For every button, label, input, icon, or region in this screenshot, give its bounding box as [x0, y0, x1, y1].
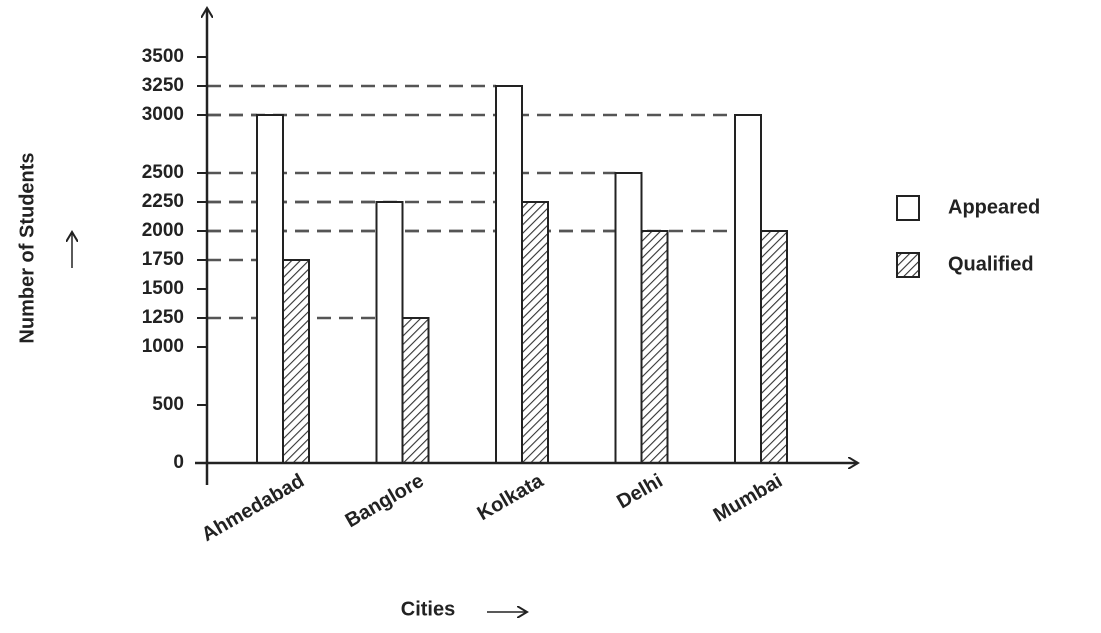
y-tick-label: 2000 [142, 220, 184, 241]
bar [640, 230, 669, 464]
y-tick-label: 2500 [142, 162, 184, 183]
bar [495, 85, 523, 464]
x-tick-label: Mumbai [710, 470, 786, 527]
bar [760, 230, 788, 464]
bar [734, 114, 762, 464]
y-tick-label: 1000 [142, 336, 184, 357]
x-tick-label: Banglore [342, 470, 428, 532]
x-tick-label: Delhi [613, 470, 666, 514]
y-tick-label: 3000 [142, 104, 184, 125]
x-axis-label: Cities [401, 598, 455, 620]
bar [401, 317, 430, 464]
legend-swatch [896, 195, 920, 221]
legend-label: Appeared [948, 196, 1040, 218]
y-tick-label: 0 [173, 452, 184, 473]
y-tick-label: 2250 [142, 191, 184, 212]
y-tick-label: 3250 [142, 75, 184, 96]
x-tick-label: Ahmedabad [198, 470, 308, 546]
y-axis-label: Number of Students [16, 152, 38, 343]
bar [521, 201, 549, 464]
x-tick-label: Kolkata [474, 469, 548, 525]
legend-label: Qualified [948, 253, 1034, 275]
y-tick-label: 1500 [142, 278, 184, 299]
y-tick-label: 500 [152, 394, 184, 415]
y-tick-label: 1250 [142, 307, 184, 328]
bar [256, 114, 284, 464]
y-tick-label: 1750 [142, 249, 184, 270]
bar [614, 172, 643, 464]
legend-swatch [896, 252, 920, 278]
plot-area: 0 500 1000 1250 1500 1750 2000 2250 2500 3000 3250… [142, 46, 788, 546]
y-tick-label: 3500 [142, 46, 184, 67]
bar [375, 201, 404, 464]
bar [282, 259, 310, 464]
